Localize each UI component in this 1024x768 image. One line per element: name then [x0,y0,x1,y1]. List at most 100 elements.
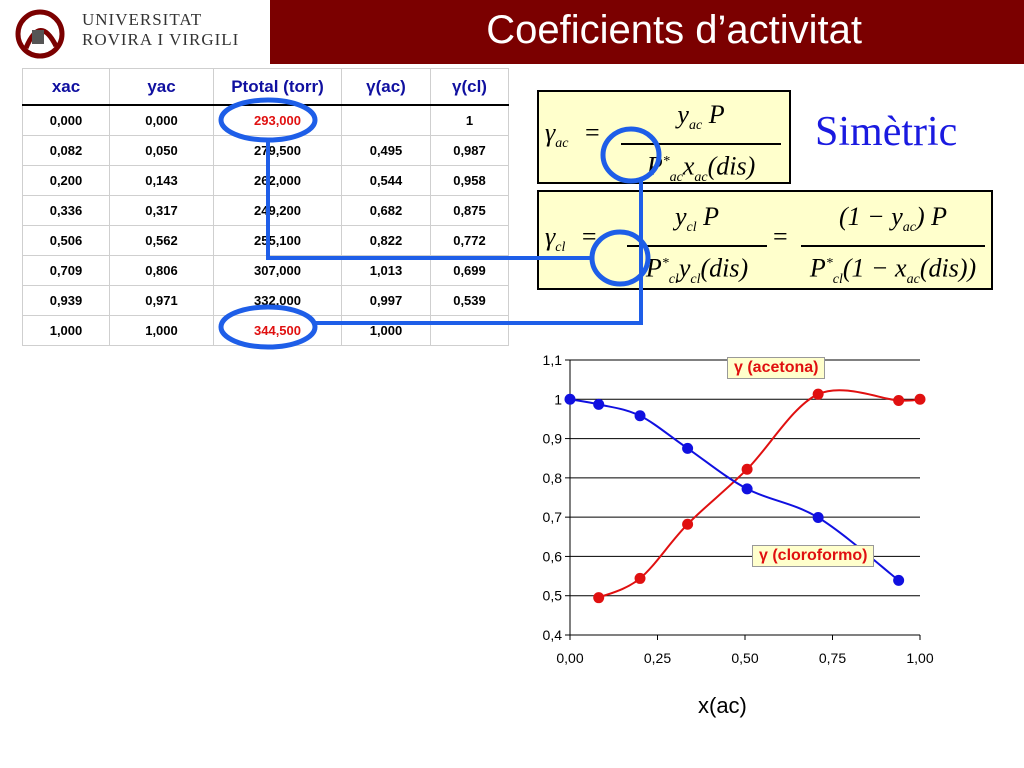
y-tick-label: 1 [554,391,562,407]
legend-acetone: γ (acetona) [727,357,826,379]
table-cell: 0,506 [22,225,110,256]
logo-area: UNIVERSITAT ROVIRA I VIRGILI [0,0,270,64]
table-cell: 1,000 [22,315,110,346]
table-cell: 0,336 [22,195,110,226]
table-cell: 0,971 [109,285,214,316]
y-tick-label: 0,4 [543,627,563,643]
table-cell: 1,000 [109,315,214,346]
formula-lhs: γac = [545,118,600,152]
university-line-2: ROVIRA I VIRGILI [82,30,240,49]
data-point-0 [914,393,926,405]
data-point-0 [741,463,753,475]
table-cell: 332,000 [213,285,342,316]
x-tick-label: 0,25 [644,650,671,666]
table-row: 1,000 1,000 344,500 1,000 [22,315,509,346]
y-tick-label: 0,6 [543,548,563,564]
table-cell: 293,000 [213,104,342,136]
table-cell: 1,000 [341,315,431,346]
table-cell: 0,682 [341,195,431,226]
table-cell: 0,806 [109,255,214,286]
table-cell: 1,013 [341,255,431,286]
table-cell: 0,000 [22,104,110,136]
legend-chloroform: γ (cloroformo) [752,545,875,567]
y-tick-label: 0,9 [543,431,563,447]
x-tick-label: 0,75 [819,650,846,666]
formula-numerator: yac P [621,98,781,146]
table-header-row: xac yac Ptotal (torr) γ(ac) γ(cl) [22,68,509,106]
formula-denominator: P*clycl(dis) [645,253,749,288]
data-point-1 [893,574,905,586]
y-tick-label: 0,5 [543,588,563,604]
table-cell [341,104,431,136]
x-axis-label: x(ac) [698,693,747,718]
activity-coefficient-table: xac yac Ptotal (torr) γ(ac) γ(cl) 0,000 0… [22,68,509,346]
formula-fraction-1: ycl P P*clycl(dis) [627,200,767,297]
table-cell: 0,958 [430,165,509,196]
data-point-0 [593,592,605,604]
table-cell: 0,143 [109,165,214,196]
table-cell: 0,000 [109,104,214,136]
table-cell: 0,699 [430,255,509,286]
table-cell: 279,500 [213,135,342,166]
y-tick-label: 0,8 [543,470,563,486]
data-point-0 [682,518,694,530]
formula-gamma-acetone: γac = yac P P*acxac(dis) [537,90,791,185]
table-cell: 344,500 [213,315,342,346]
table-cell: 0,317 [109,195,214,226]
table-cell: 0,987 [430,135,509,166]
data-point-1 [812,512,824,524]
table-row: 0,336 0,317 249,200 0,682 0,875 [22,195,509,226]
header: UNIVERSITAT ROVIRA I VIRGILI Coeficients… [0,0,1024,64]
column-header: yac [109,68,214,106]
table-cell [430,315,509,346]
x-tick-label: 0,00 [556,650,583,666]
x-tick-label: 1,00 [906,650,933,666]
table-cell: 0,772 [430,225,509,256]
table-row: 0,200 0,143 262,000 0,544 0,958 [22,165,509,196]
table-cell: 262,000 [213,165,342,196]
table-cell: 0,875 [430,195,509,226]
data-point-1 [593,398,605,410]
table-cell: 0,539 [430,285,509,316]
table-cell: 0,200 [22,165,110,196]
table-row: 0,506 0,562 255,100 0,822 0,772 [22,225,509,256]
slide-title: Coeficients d’activitat [486,8,862,52]
column-header: γ(cl) [430,68,509,106]
data-point-1 [741,483,753,495]
university-name: UNIVERSITAT ROVIRA I VIRGILI [82,10,239,50]
table-cell: 1 [430,104,509,136]
y-tick-label: 1,1 [543,352,563,368]
column-header: γ(ac) [341,68,431,106]
y-tick-label: 0,7 [543,509,563,525]
data-point-0 [634,572,646,584]
table-cell: 249,200 [213,195,342,226]
table-row: 0,939 0,971 332,000 0,997 0,539 [22,285,509,316]
symmetric-label: Simètric [815,109,958,155]
table-cell: 307,000 [213,255,342,286]
data-point-0 [812,388,824,400]
table-cell: 0,050 [109,135,214,166]
formula-fraction: yac P P*acxac(dis) [621,98,781,195]
x-tick-label: 0,50 [731,650,758,666]
column-header: Ptotal (torr) [213,68,342,106]
table-cell: 0,709 [22,255,110,286]
data-point-1 [682,442,694,454]
column-header: xac [22,68,110,106]
university-logo-icon [15,9,65,59]
formula-fraction-2: (1 − yac) P P*cl(1 − xac(dis)) [801,200,985,297]
formula-lhs: γcl = [545,222,597,256]
data-point-0 [893,394,905,406]
data-point-1 [634,410,646,422]
formula-equals: = [773,222,788,251]
table-row: 0,082 0,050 279,500 0,495 0,987 [22,135,509,166]
table-row: 0,709 0,806 307,000 1,013 0,699 [22,255,509,286]
data-point-1 [564,393,576,405]
title-bar: Coeficients d’activitat [270,0,1024,64]
table-cell: 0,495 [341,135,431,166]
table-cell: 0,822 [341,225,431,256]
formula-gamma-chloroform: γcl = ycl P P*clycl(dis) = (1 − yac) P P… [537,190,993,290]
table-cell: 255,100 [213,225,342,256]
table-cell: 0,997 [341,285,431,316]
table-cell: 0,544 [341,165,431,196]
table-row: 0,000 0,000 293,000 1 [22,104,509,136]
